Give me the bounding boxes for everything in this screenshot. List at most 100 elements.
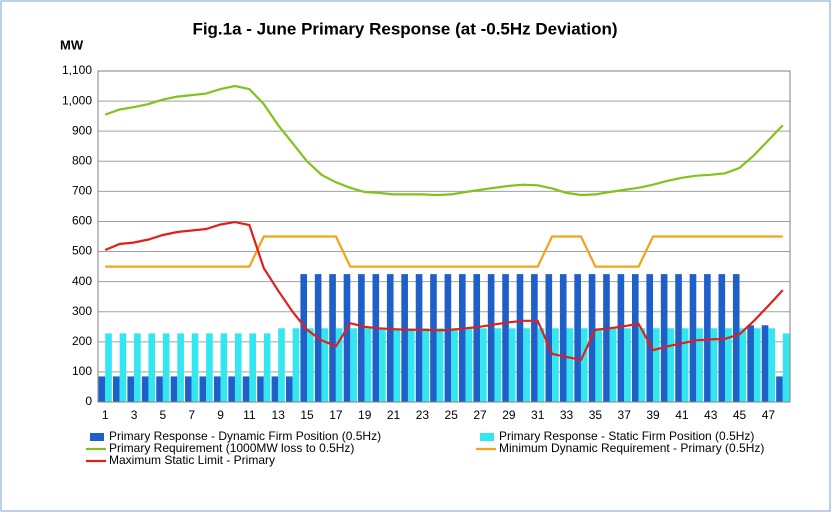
bar xyxy=(732,274,740,402)
bar xyxy=(430,274,437,402)
bar xyxy=(263,333,271,402)
bar xyxy=(249,333,257,402)
bar xyxy=(603,274,610,402)
bar xyxy=(162,333,170,402)
bar xyxy=(112,376,120,402)
bar xyxy=(364,328,372,402)
bar xyxy=(350,328,357,402)
x-tick-label: 1 xyxy=(102,408,109,422)
bar xyxy=(148,333,156,402)
x-tick-label: 23 xyxy=(416,408,430,422)
bar xyxy=(127,376,135,402)
bar xyxy=(307,328,314,402)
x-tick-label: 7 xyxy=(188,408,195,422)
y-tick-label: 0 xyxy=(85,394,92,408)
bar xyxy=(480,328,487,402)
bar xyxy=(386,274,394,402)
bar xyxy=(285,376,293,402)
bar xyxy=(473,274,481,402)
bar xyxy=(681,328,689,402)
bar xyxy=(134,333,141,402)
x-tick-label: 21 xyxy=(387,408,401,422)
x-tick-label: 17 xyxy=(329,408,343,422)
legend-swatch xyxy=(90,433,104,441)
bar xyxy=(660,274,668,402)
x-tick-label: 5 xyxy=(160,408,167,422)
bar xyxy=(105,333,112,402)
bar xyxy=(566,328,574,402)
bar xyxy=(141,376,149,402)
bar xyxy=(228,376,235,402)
y-tick-label: 1,000 xyxy=(62,93,92,107)
y-axis-label: MW xyxy=(60,37,84,52)
bar xyxy=(667,328,675,402)
bar xyxy=(321,328,329,402)
bar xyxy=(199,376,207,402)
y-tick-label: 800 xyxy=(72,153,92,167)
bar xyxy=(185,376,192,402)
y-tick-label: 900 xyxy=(72,123,92,137)
bar xyxy=(704,274,711,402)
bar xyxy=(444,274,452,402)
bar xyxy=(689,274,697,402)
x-tick-label: 15 xyxy=(300,408,314,422)
bar xyxy=(675,274,682,402)
bar xyxy=(739,328,747,402)
bar xyxy=(358,274,365,402)
x-tick-label: 13 xyxy=(272,408,286,422)
bar xyxy=(559,274,567,402)
bar xyxy=(508,328,516,402)
bar xyxy=(343,274,351,402)
legend-label: Primary Requirement (1000MW loss to 0.5H… xyxy=(109,441,354,455)
bar xyxy=(696,328,703,402)
x-tick-label: 3 xyxy=(131,408,138,422)
y-tick-label: 500 xyxy=(72,244,92,258)
bar xyxy=(624,328,631,402)
x-tick-label: 11 xyxy=(243,408,256,422)
x-tick-label: 39 xyxy=(646,408,660,422)
bar xyxy=(220,333,228,402)
bar xyxy=(278,328,285,402)
bar xyxy=(747,325,754,402)
legend-label: Maximum Static Limit - Primary xyxy=(109,453,275,467)
plot-border xyxy=(97,70,791,403)
bar xyxy=(465,328,473,402)
bar xyxy=(119,333,127,402)
bar xyxy=(537,328,545,402)
x-tick-label: 35 xyxy=(589,408,603,422)
legend-label: Primary Response - Static Firm Position … xyxy=(499,429,754,443)
bar xyxy=(242,376,250,402)
y-tick-label: 400 xyxy=(72,274,92,288)
bar xyxy=(329,274,336,402)
x-tick-label: 25 xyxy=(445,408,459,422)
bar xyxy=(451,328,458,402)
bar xyxy=(494,328,502,402)
bar xyxy=(257,376,264,402)
x-tick-label: 9 xyxy=(217,408,224,422)
x-tick-label: 31 xyxy=(531,408,545,422)
y-tick-label: 200 xyxy=(72,334,92,348)
y-tick-label: 700 xyxy=(72,184,92,198)
bar xyxy=(372,274,380,402)
bar xyxy=(653,328,660,402)
bar xyxy=(782,333,790,402)
bar xyxy=(213,376,221,402)
x-tick-label: 19 xyxy=(358,408,372,422)
line-series xyxy=(105,235,783,268)
line-series xyxy=(104,84,784,197)
bar xyxy=(415,274,423,402)
bar xyxy=(531,274,538,402)
bar xyxy=(545,274,553,402)
bar xyxy=(574,274,581,402)
bar xyxy=(271,376,279,402)
bar xyxy=(753,328,761,402)
bar xyxy=(393,328,401,402)
bar xyxy=(422,328,430,402)
bar xyxy=(401,274,408,402)
x-tick-label: 41 xyxy=(675,408,689,422)
bar xyxy=(191,333,199,402)
bar xyxy=(98,376,106,402)
bar xyxy=(156,376,163,402)
